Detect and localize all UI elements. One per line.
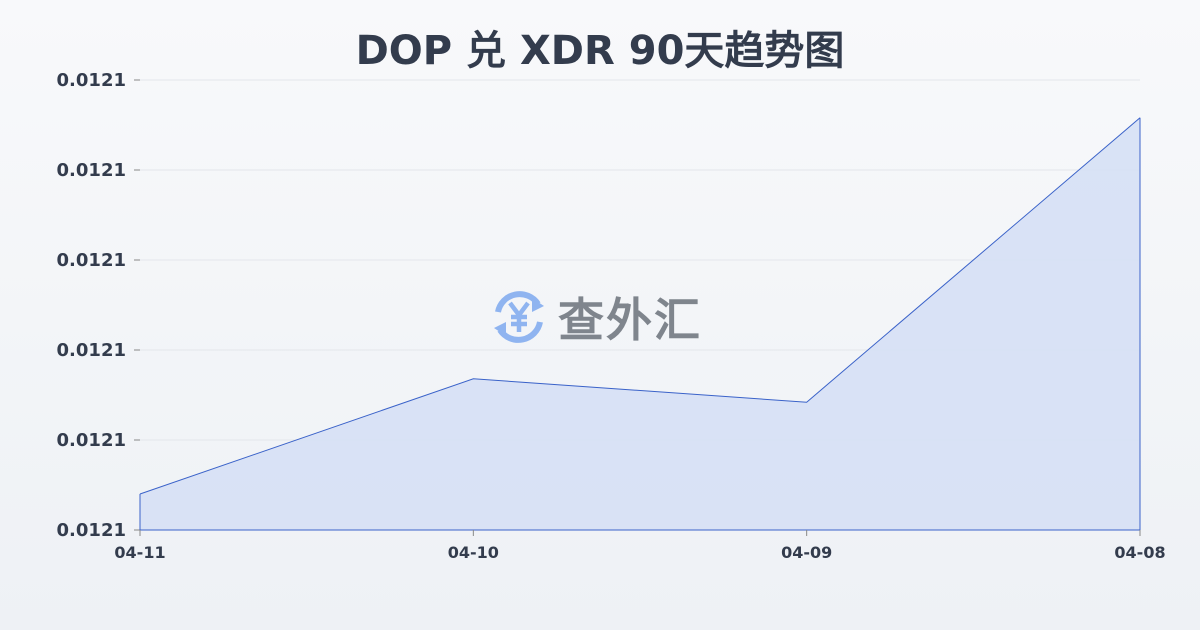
x-tick-label: 04-10: [448, 543, 499, 562]
y-tick-label: 0.0121: [57, 430, 126, 451]
area-fill: [140, 117, 1140, 531]
watermark: 查外汇: [488, 284, 702, 350]
x-tick-label: 04-09: [781, 543, 832, 562]
x-tick-label: 04-08: [1114, 543, 1165, 562]
y-tick-label: 0.0121: [57, 160, 126, 181]
series-line: [139, 117, 1141, 495]
yen-exchange-icon: [494, 291, 544, 343]
x-tick-label: 04-11: [114, 543, 165, 562]
y-tick-label: 0.0121: [57, 250, 126, 271]
y-tick-label: 0.0121: [57, 340, 126, 361]
watermark-text: 查外汇: [558, 293, 702, 347]
y-tick-label: 0.0121: [57, 520, 126, 541]
chart-title: DOP 兑 XDR 90天趋势图: [355, 28, 845, 74]
y-tick-label: 0.0121: [57, 70, 126, 91]
